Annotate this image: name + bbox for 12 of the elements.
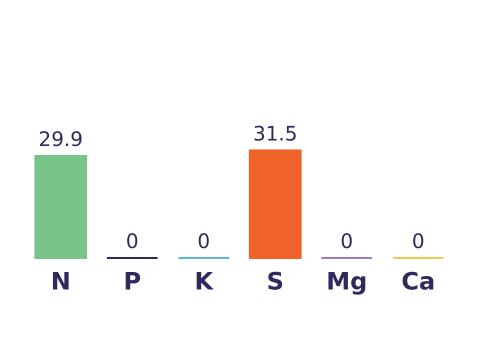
data-label: 0 (412, 229, 425, 253)
data-label: 29.9 (38, 126, 84, 151)
x-tick-label: K (194, 268, 214, 296)
data-label: 0 (197, 229, 210, 253)
data-label: 31.5 (252, 122, 298, 146)
data-label: 0 (340, 229, 354, 253)
x-tick-label: S (266, 268, 284, 296)
data-label: 0 (126, 229, 139, 253)
x-tick-label: Ca (401, 268, 436, 296)
x-tick-label: N (50, 268, 71, 296)
x-tick-label: P (123, 268, 142, 296)
x-tick-label: Mg (326, 268, 368, 296)
